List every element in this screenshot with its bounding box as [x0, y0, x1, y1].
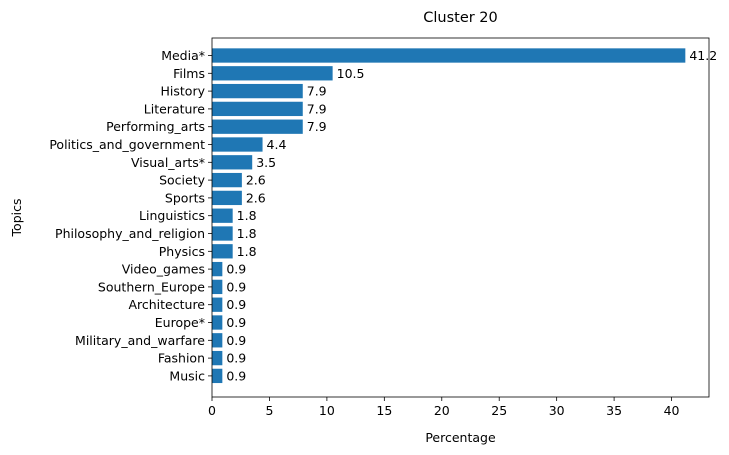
bar-value-label: 7.9	[307, 119, 327, 134]
bar	[212, 83, 303, 99]
x-tick-label: 5	[265, 403, 273, 418]
y-tick-label: Performing_arts	[106, 119, 205, 134]
x-tick-label: 25	[491, 403, 507, 418]
bar	[212, 368, 223, 384]
bar-value-label: 0.9	[226, 279, 246, 294]
y-tick-label: Linguistics	[139, 208, 205, 223]
bar-value-label: 0.9	[226, 297, 246, 312]
bar-value-label: 0.9	[226, 351, 246, 366]
y-tick-label: Society	[159, 173, 206, 188]
bar-value-label: 3.5	[256, 155, 276, 170]
bar-value-label: 0.9	[226, 333, 246, 348]
x-tick-label: 10	[319, 403, 335, 418]
bar	[212, 66, 333, 81]
y-tick-label: Video_games	[122, 262, 205, 277]
bar-value-label: 0.9	[226, 315, 246, 330]
y-tick-label: Politics_and_government	[49, 137, 205, 152]
bar	[212, 208, 233, 223]
x-tick-label: 35	[606, 403, 622, 418]
y-tick-label: Philosophy_and_religion	[55, 226, 205, 241]
bar-value-label: 2.6	[246, 190, 266, 205]
bar-value-label: 7.9	[307, 84, 327, 99]
y-tick-label: Literature	[144, 101, 206, 116]
bar	[212, 48, 686, 63]
plot-area: Media* 41.2 Films 10.5 History 7.9 Literature 7…	[49, 37, 717, 418]
y-tick-label: Media*	[161, 48, 205, 63]
y-tick-label: Military_and_warfare	[75, 333, 205, 348]
bar	[212, 101, 303, 117]
bar	[212, 137, 263, 152]
bar-value-label: 41.2	[689, 48, 717, 63]
bar-value-label: 1.8	[237, 208, 257, 223]
bar-value-label: 0.9	[226, 368, 246, 383]
bar-value-label: 0.9	[226, 262, 246, 277]
plot-frame	[211, 37, 710, 398]
bar	[212, 261, 223, 277]
y-axis-label: Topics	[9, 199, 24, 238]
y-tick-label: Europe*	[155, 315, 205, 330]
bar-value-label: 2.6	[246, 173, 266, 188]
bar	[212, 279, 223, 295]
y-tick-label: Sports	[165, 190, 205, 205]
x-tick-label: 30	[549, 403, 565, 418]
x-tick-label: 15	[376, 403, 392, 418]
bar	[212, 315, 223, 330]
y-tick-label: Architecture	[128, 297, 205, 312]
chart-title: Cluster 20	[423, 10, 498, 26]
bar-value-label: 4.4	[267, 137, 287, 152]
bar	[212, 155, 253, 170]
y-tick-label: Films	[173, 66, 205, 81]
bar	[212, 119, 303, 134]
bar-value-label: 10.5	[337, 66, 365, 81]
bar-value-label: 1.8	[237, 226, 257, 241]
bar	[212, 190, 242, 206]
bar-value-label: 1.8	[237, 244, 257, 259]
bar	[212, 244, 233, 259]
y-tick-label: Visual_arts*	[131, 155, 205, 170]
y-tick-label: Music	[169, 368, 205, 383]
y-tick-label: Southern_Europe	[98, 279, 205, 294]
x-tick-label: 0	[208, 403, 216, 418]
x-tick-label: 40	[664, 403, 680, 418]
x-axis-label: Percentage	[425, 430, 496, 445]
bar	[212, 297, 223, 312]
bar	[212, 226, 233, 241]
y-tick-label: Physics	[159, 244, 205, 259]
x-tick-label: 20	[434, 403, 450, 418]
y-tick-label: Fashion	[158, 351, 205, 366]
bar	[212, 350, 223, 366]
bar	[212, 172, 242, 188]
bar	[212, 333, 223, 348]
y-tick-label: History	[161, 84, 206, 99]
bar-value-label: 7.9	[307, 101, 327, 116]
